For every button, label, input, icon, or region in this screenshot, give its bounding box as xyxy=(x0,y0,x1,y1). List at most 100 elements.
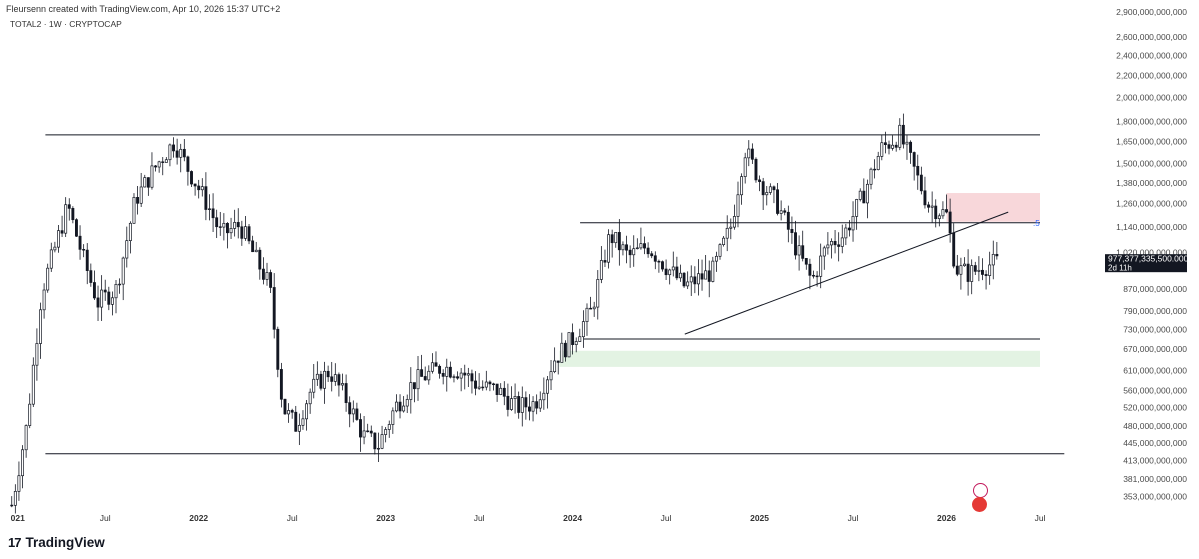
candle-body xyxy=(797,245,801,256)
candle-body xyxy=(722,237,726,245)
candle-body xyxy=(528,406,531,412)
candle-body xyxy=(179,148,183,158)
candle-body xyxy=(973,265,977,272)
y-tick-label: 1,650,000,000,000 xyxy=(1116,137,1187,147)
candle-body xyxy=(729,226,733,229)
candle-body xyxy=(254,249,258,253)
x-tick-label: Jul xyxy=(661,513,672,523)
candle-body xyxy=(704,270,708,280)
candle-body xyxy=(243,226,247,239)
candle-body xyxy=(369,430,373,434)
candle-body xyxy=(682,272,686,287)
candle-body xyxy=(125,240,129,259)
candle-body xyxy=(75,219,78,237)
candle-body xyxy=(17,475,21,492)
candle-body xyxy=(315,373,319,380)
candle-body xyxy=(53,246,57,251)
candle-body xyxy=(599,260,603,280)
candle-body xyxy=(585,307,589,322)
tradingview-logo[interactable]: 17 TradingView xyxy=(8,535,105,550)
candle-body xyxy=(233,222,237,229)
candle-body xyxy=(200,186,204,191)
candle-body xyxy=(855,199,859,217)
candle-body xyxy=(82,248,86,251)
candle-body xyxy=(686,281,690,287)
candle-body xyxy=(186,156,190,172)
candle-body xyxy=(804,258,808,265)
candle-body xyxy=(506,395,510,410)
candle-body xyxy=(222,222,226,228)
candle-body xyxy=(632,248,636,256)
candle-body xyxy=(190,171,193,185)
candle-body xyxy=(24,425,28,451)
candle-body xyxy=(150,165,154,188)
candle-body xyxy=(625,244,628,251)
tradingview-wordmark: TradingView xyxy=(25,535,105,550)
candle-body xyxy=(991,253,995,266)
candle-body xyxy=(563,342,567,358)
candle-body xyxy=(456,376,460,379)
x-tick-label: 2022 xyxy=(189,513,208,523)
candle-body xyxy=(31,364,35,405)
candle-body xyxy=(607,234,611,263)
y-tick-label: 670,000,000,000 xyxy=(1123,344,1187,354)
candle-body xyxy=(13,491,17,506)
candle-body xyxy=(236,222,240,228)
candle-body xyxy=(783,210,787,213)
candle-body xyxy=(822,247,826,257)
candle-body xyxy=(60,230,64,234)
candle-body xyxy=(218,226,222,228)
candle-body xyxy=(553,360,557,373)
candle-body xyxy=(919,174,923,192)
symbol-legend[interactable]: TOTAL2 · 1W · CRYPTOCAP xyxy=(10,19,122,29)
candle-body xyxy=(696,273,700,285)
candle-body xyxy=(786,211,790,230)
candle-body xyxy=(164,159,168,163)
candle-body xyxy=(815,275,819,278)
candle-body xyxy=(955,265,959,275)
candle-body xyxy=(747,148,751,159)
candle-body xyxy=(952,232,956,267)
candle-body xyxy=(100,289,104,308)
y-tick-label: 1,380,000,000,000 xyxy=(1116,178,1187,188)
candle-body xyxy=(909,141,913,153)
y-tick-label: 1,260,000,000,000 xyxy=(1116,199,1187,209)
candle-body xyxy=(405,399,409,407)
candle-body xyxy=(481,386,485,389)
candle-body xyxy=(258,249,262,270)
candle-body xyxy=(510,398,513,410)
candle-body xyxy=(96,297,100,308)
candle-body xyxy=(520,397,524,413)
candle-body xyxy=(337,374,341,386)
candle-body xyxy=(21,449,24,477)
y-tick-label: 870,000,000,000 xyxy=(1123,284,1187,294)
candle-body xyxy=(963,263,966,267)
candle-body xyxy=(366,430,370,433)
candle-body xyxy=(502,387,506,397)
candle-body xyxy=(161,161,165,163)
candle-body xyxy=(92,282,96,299)
candle-body xyxy=(891,144,895,149)
y-tick-label: 353,000,000,000 xyxy=(1123,491,1187,501)
candle-body xyxy=(934,205,938,220)
candle-body xyxy=(556,360,560,363)
y-tick-label: 480,000,000,000 xyxy=(1123,421,1187,431)
candle-body xyxy=(326,370,330,378)
event-lightning-icon[interactable] xyxy=(973,483,988,498)
candle-body xyxy=(819,255,823,277)
us-flag-icon[interactable] xyxy=(972,497,987,512)
candle-body xyxy=(412,382,416,390)
candle-body xyxy=(653,255,657,262)
y-tick-label: 2,900,000,000,000 xyxy=(1116,7,1187,17)
candle-body xyxy=(168,144,172,161)
candle-body xyxy=(103,289,107,293)
candle-body xyxy=(380,434,384,449)
candle-body xyxy=(714,255,718,262)
candle-body xyxy=(229,228,233,234)
candle-body xyxy=(394,401,398,412)
resistance-zone xyxy=(946,193,1040,222)
candle-body xyxy=(535,401,539,409)
candle-body xyxy=(398,401,402,412)
candle-body xyxy=(930,205,934,208)
